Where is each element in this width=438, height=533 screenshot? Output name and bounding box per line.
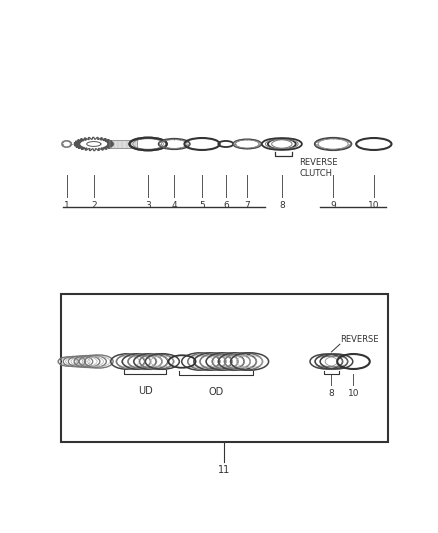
Text: REVERSE
CLUTCH: REVERSE CLUTCH	[299, 158, 338, 178]
Text: REVERSE: REVERSE	[340, 335, 378, 344]
Text: UD: UD	[138, 386, 152, 395]
Text: 8: 8	[279, 201, 285, 211]
Text: 8: 8	[328, 389, 334, 398]
Text: 2: 2	[91, 201, 97, 211]
Bar	[108, 140, 137, 148]
Text: 10: 10	[368, 201, 380, 211]
Text: 5: 5	[199, 201, 205, 211]
Text: 9: 9	[330, 201, 336, 211]
Text: 3: 3	[145, 201, 151, 211]
Text: 4: 4	[171, 201, 177, 211]
Text: 1: 1	[64, 201, 70, 211]
Text: 11: 11	[219, 465, 230, 475]
Text: OD: OD	[208, 386, 223, 397]
Text: 10: 10	[348, 389, 359, 398]
Bar	[61, 294, 388, 441]
Text: 7: 7	[244, 201, 250, 211]
Text: 6: 6	[223, 201, 229, 211]
